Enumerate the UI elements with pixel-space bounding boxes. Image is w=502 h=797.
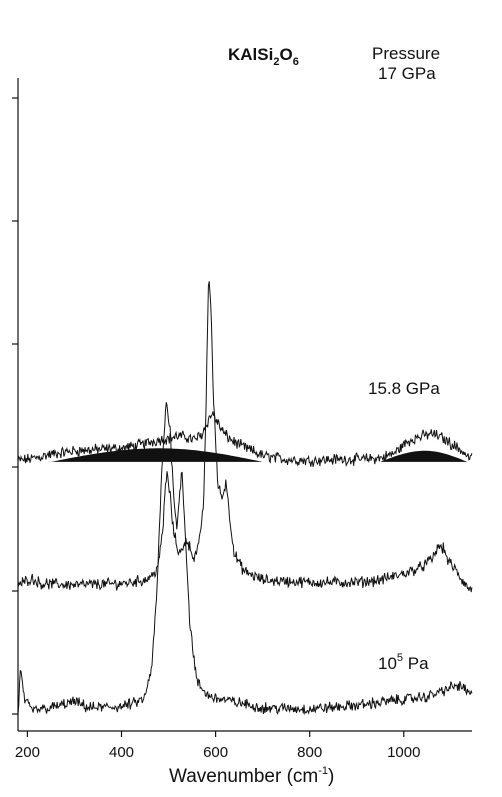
series-line-1 [17,281,473,593]
envelope-0-1 [380,450,468,462]
series-label-15-8gpa: 15.8 GPa [368,379,440,398]
series-label-17gpa-line2: 17 GPa [378,64,436,83]
x-tick-label-200: 200 [15,744,40,761]
x-axis-title: Wavenumber (cm-1) [169,765,334,787]
series-label-17gpa-line1: Pressure [372,44,440,63]
chart-title: KAlSi2O6 [228,45,299,68]
x-tick-label-1000: 1000 [387,744,420,761]
x-tick-label-400: 400 [109,744,134,761]
y-ticks [12,97,18,715]
x-ticks: 200 400 600 800 1000 [15,731,420,761]
x-tick-label-800: 800 [297,744,322,761]
series-line-0 [17,411,473,468]
series-layer [17,281,473,716]
series-line-2 [17,402,473,716]
series-label-ambient: 105 Pa [378,652,429,673]
envelope-0-0 [50,448,263,462]
x-tick-label-600: 600 [203,744,228,761]
